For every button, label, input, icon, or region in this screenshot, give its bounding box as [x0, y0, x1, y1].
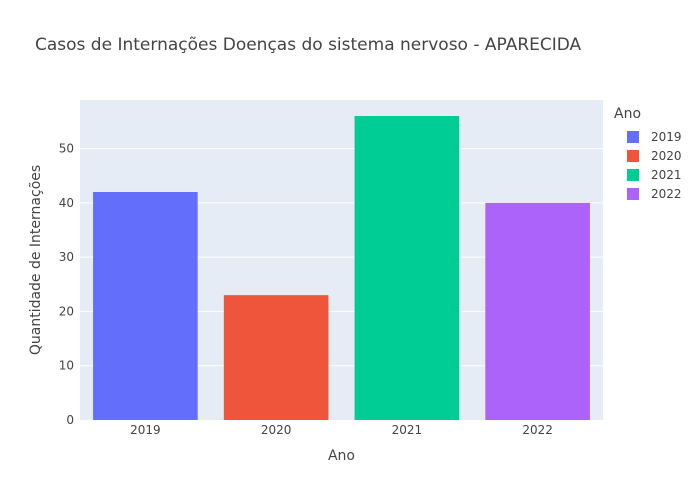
x-tick-label: 2020 [261, 423, 292, 437]
y-axis-title: Quantidade de Internações [28, 165, 44, 355]
y-tick-label: 30 [59, 250, 74, 264]
legend-swatch-2022[interactable] [627, 188, 639, 200]
legend-label-2022[interactable]: 2022 [651, 187, 682, 201]
legend-title: Ano [614, 106, 641, 122]
legend-label-2020[interactable]: 2020 [651, 149, 682, 163]
legend-swatch-2020[interactable] [627, 150, 639, 162]
y-tick-label: 20 [59, 304, 74, 318]
y-tick-label: 40 [59, 196, 74, 210]
y-tick-label: 10 [59, 359, 74, 373]
x-axis-title: Ano [328, 448, 355, 464]
bars [93, 116, 590, 420]
x-tick-label: 2021 [392, 423, 423, 437]
legend-label-2021[interactable]: 2021 [651, 168, 682, 182]
y-tick-label: 0 [66, 413, 74, 427]
x-tick-label: 2019 [130, 423, 161, 437]
legend-swatch-2019[interactable] [627, 131, 639, 143]
y-axis-ticks: 0 10 20 30 40 50 [59, 142, 74, 427]
bar-2019[interactable] [93, 192, 198, 420]
bar-2022[interactable] [485, 202, 590, 420]
bar-2021[interactable] [354, 116, 460, 420]
x-axis-ticks: 2019 2020 2021 2022 [130, 423, 553, 437]
legend: Ano 2019 2020 2021 2022 [614, 106, 682, 201]
legend-swatch-2021[interactable] [627, 169, 639, 181]
y-tick-label: 50 [59, 142, 74, 156]
x-tick-label: 2022 [522, 423, 553, 437]
bar-2020[interactable] [223, 295, 329, 420]
legend-label-2019[interactable]: 2019 [651, 130, 682, 144]
chart-title: Casos de Internações Doenças do sistema … [35, 35, 582, 55]
